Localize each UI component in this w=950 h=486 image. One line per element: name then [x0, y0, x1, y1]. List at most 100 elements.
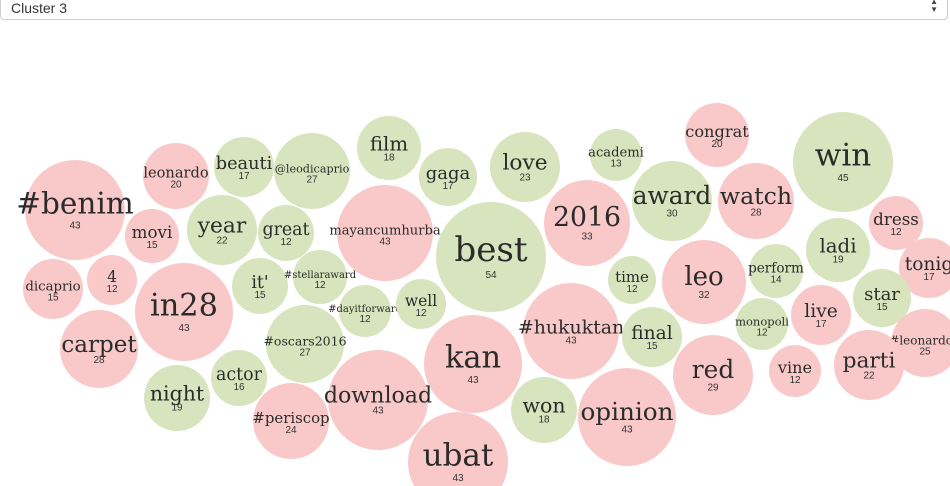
bubble-word-label: #periscop: [252, 409, 329, 427]
bubble-circle: [293, 250, 347, 304]
bubble-count-label: 12: [626, 284, 638, 295]
bubble-count-label: 28: [750, 208, 762, 219]
bubble-word-label: love: [502, 151, 547, 176]
bubble-word-label: actor: [216, 365, 263, 385]
bubble-count-label: 19: [832, 254, 844, 265]
bubble-word-label: gaga: [426, 163, 471, 184]
bubble-word-label: perform: [748, 261, 804, 277]
bubble-circle: [793, 112, 893, 212]
bubble-count-label: 30: [666, 208, 678, 219]
bubble-circle: [87, 255, 137, 305]
bubble-word-label: #dayitforward: [328, 304, 402, 315]
bubble-count-label: 25: [919, 346, 931, 357]
bubble-count-label: 27: [299, 348, 311, 359]
bubble-count-label: 43: [621, 424, 633, 435]
bubble-count-label: 27: [306, 174, 318, 185]
bubble-word-label: academi: [588, 146, 644, 161]
bubble-circle: [869, 196, 923, 250]
bubble-word-label: year: [197, 214, 247, 239]
bubble-word-label: ubat: [423, 438, 494, 474]
bubble-circle: [357, 116, 421, 180]
bubble-word-label: award: [633, 181, 712, 210]
bubble-count-label: 43: [452, 473, 464, 484]
bubble-count-label: 32: [698, 290, 710, 301]
bubble-circle: [632, 161, 712, 241]
bubble-circle: [253, 383, 329, 459]
bubble-circle: [673, 335, 753, 415]
bubble-circle: [791, 285, 851, 345]
bubble-circle: [339, 285, 391, 337]
bubble-word-label: final: [631, 323, 672, 344]
bubble-circle: [328, 350, 428, 450]
bubble-count-label: 19: [171, 403, 183, 414]
bubble-word-label: well: [405, 292, 437, 310]
bubble-word-label: #stellaraward: [284, 270, 357, 281]
bubble-circle: [25, 160, 125, 260]
bubble-count-label: 12: [415, 308, 427, 319]
bubble-word-label: parti: [843, 349, 896, 374]
bubble-word-label: #benim: [16, 187, 133, 221]
bubble-count-label: 33: [581, 232, 593, 243]
bubble-word-label: carpet: [61, 332, 137, 358]
bubble-circle: [214, 137, 274, 197]
bubble-circle: [396, 279, 446, 329]
bubble-word-label: congrat: [685, 122, 749, 141]
bubble-word-label: beauti: [216, 154, 273, 174]
cluster-select[interactable]: Cluster 3 ▲ ▼: [0, 0, 948, 20]
bubble-count-label: 15: [646, 341, 658, 352]
bubble-word-label: opinion: [580, 397, 673, 426]
bubble-it: it'15: [232, 258, 288, 314]
bubble-circle: [266, 305, 344, 383]
bubble-count-label: 17: [442, 181, 454, 192]
bubble-count-label: 16: [233, 382, 245, 393]
bubble-word-label: it': [251, 273, 268, 293]
bubble-count-label: 29: [707, 382, 719, 393]
bubble-word-label: great: [262, 220, 309, 240]
bubble-word-label: best: [454, 230, 527, 270]
bubble-count-label: 12: [106, 284, 118, 295]
bubble-count-label: 18: [383, 152, 395, 163]
bubble-circle: [749, 244, 803, 298]
bubble-circle: [125, 209, 179, 263]
bubble-circle: [436, 202, 546, 312]
bubble-count-label: 54: [485, 270, 497, 281]
bubble-circle: [511, 377, 577, 443]
bubble-word-label: 2016: [553, 202, 621, 233]
bubble-word-label: leo: [684, 262, 723, 292]
bubble-circle: [143, 143, 209, 209]
bubble-count-label: 20: [170, 180, 182, 191]
bubble-count-label: 22: [216, 235, 228, 246]
bubble-circle: [258, 205, 314, 261]
bubble-circle: [490, 132, 560, 202]
bubble-count-label: 12: [314, 280, 326, 291]
bubble-circle: [232, 258, 288, 314]
